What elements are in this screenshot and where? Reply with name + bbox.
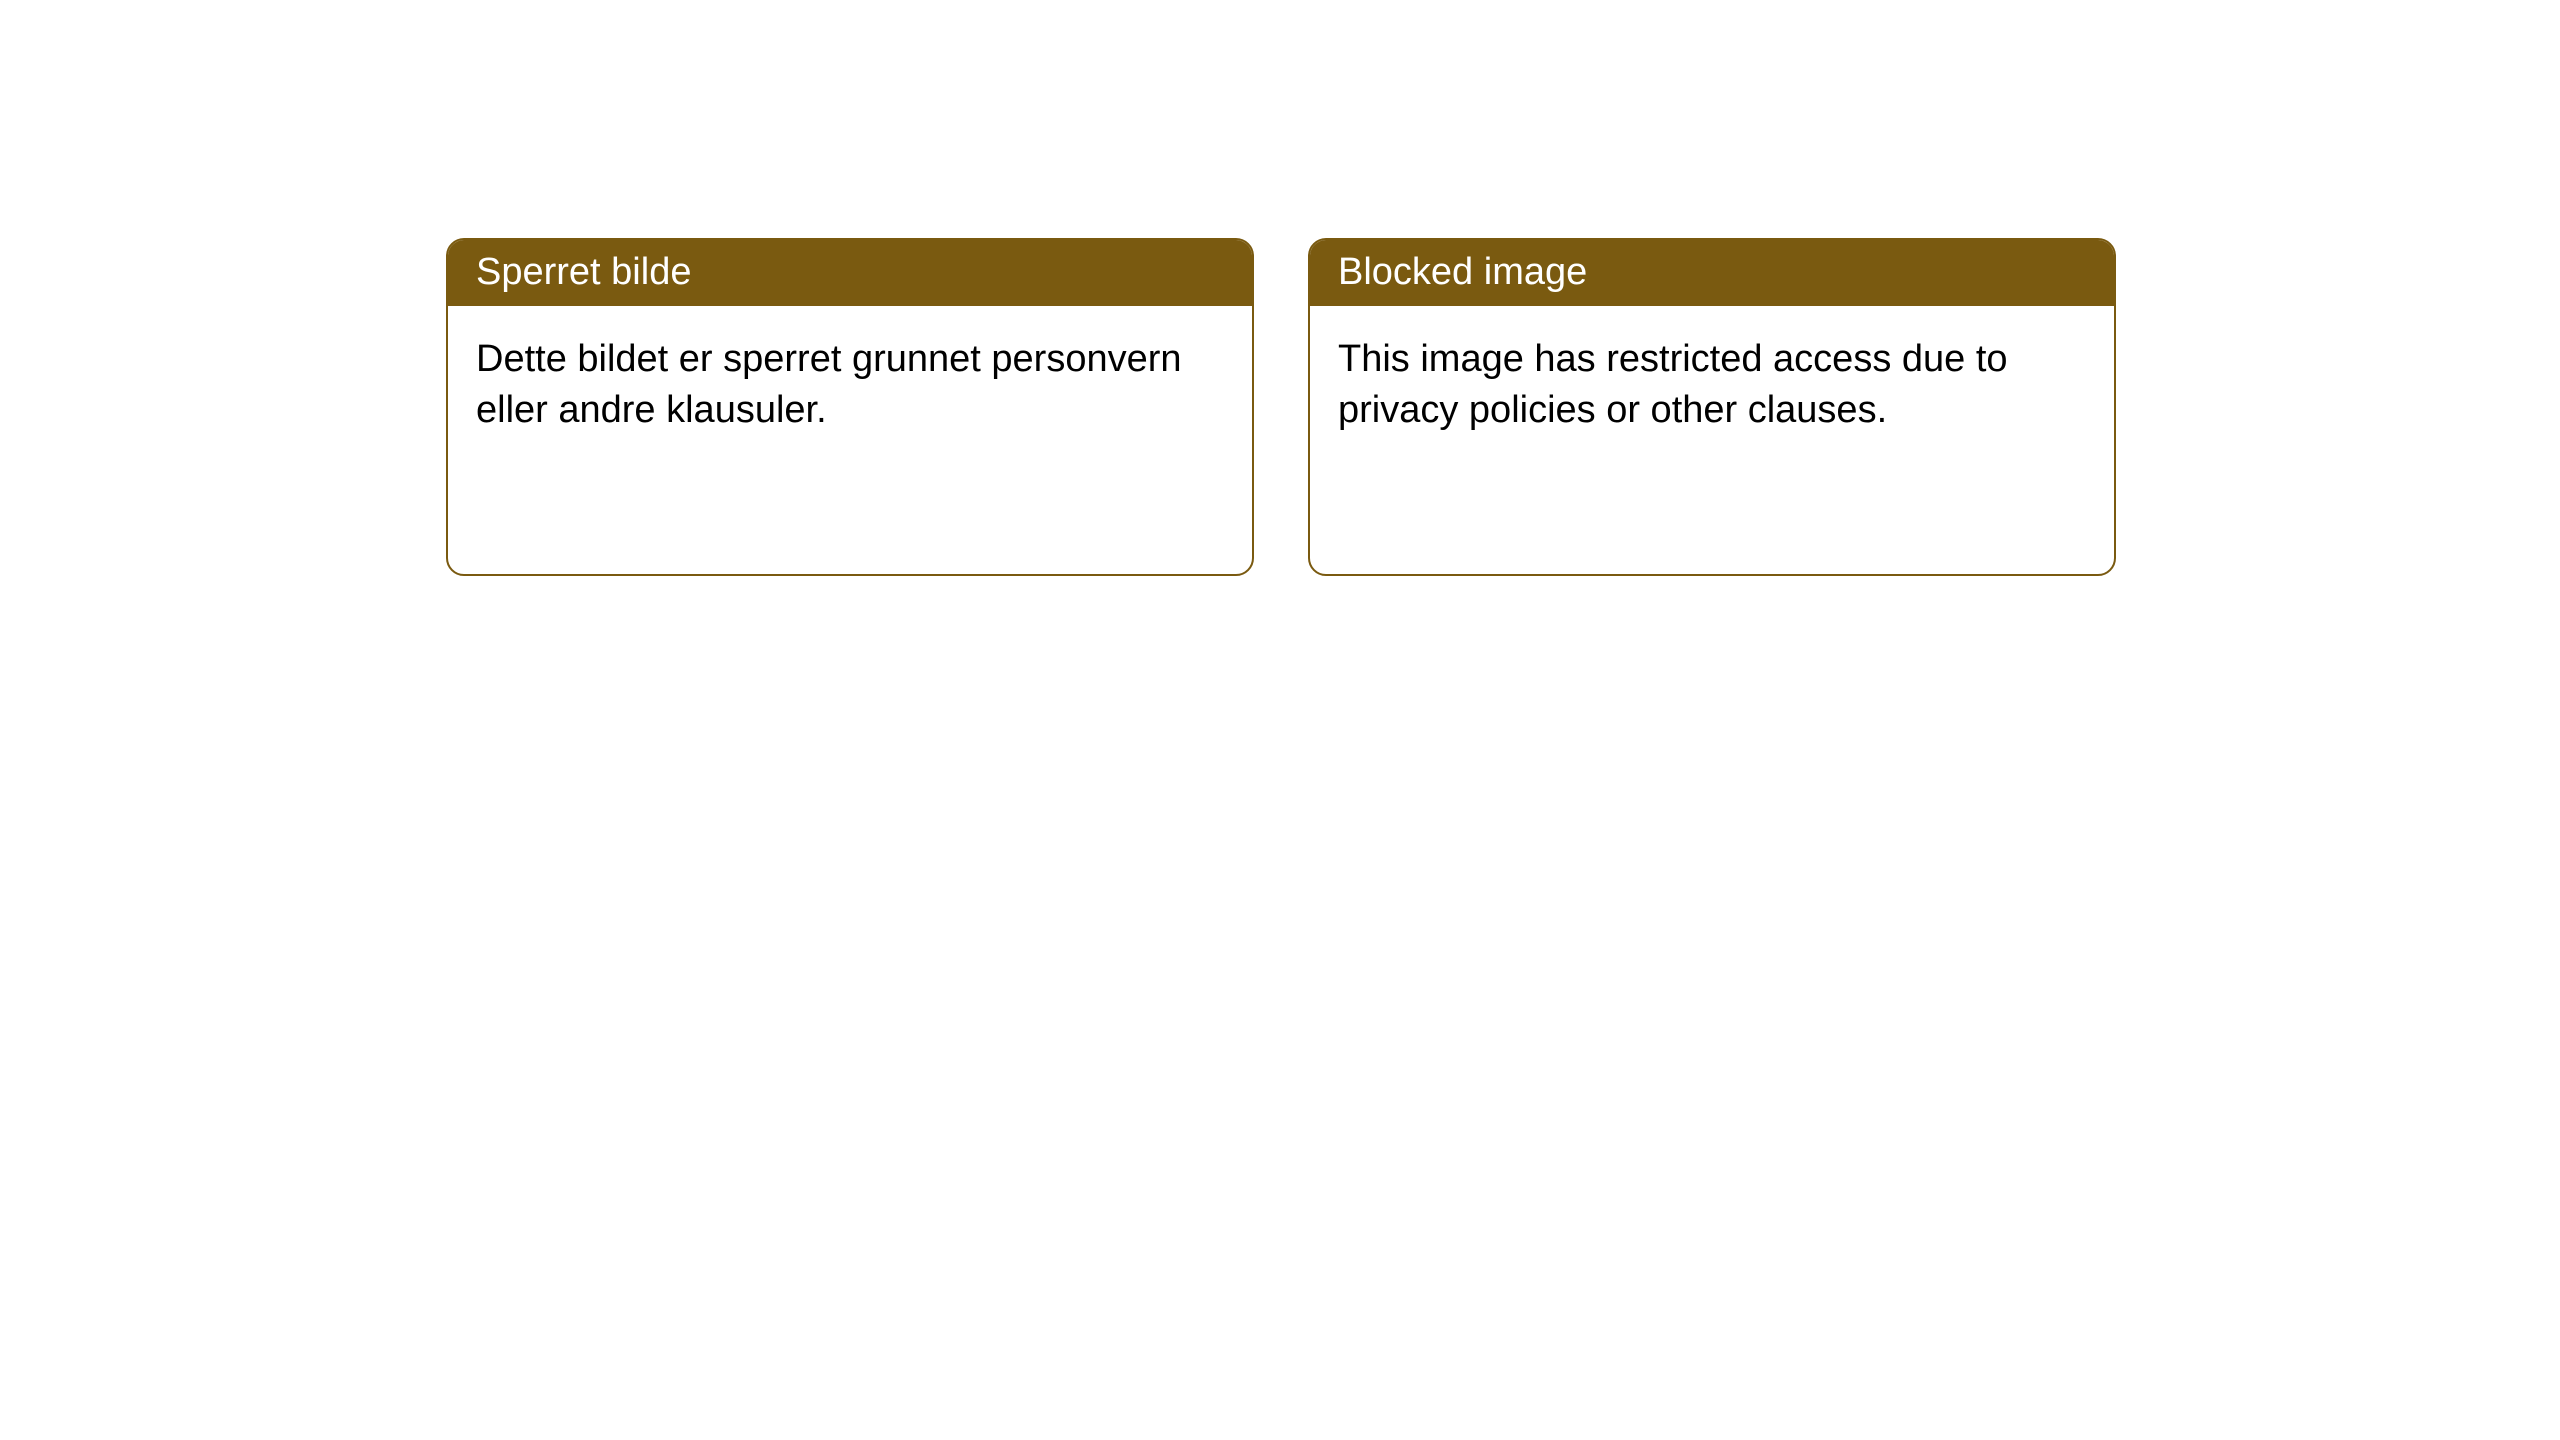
card-title-norwegian: Sperret bilde <box>476 251 691 293</box>
card-body-norwegian: Dette bildet er sperret grunnet personve… <box>448 306 1252 465</box>
card-header-norwegian: Sperret bilde <box>448 240 1252 306</box>
card-body-english: This image has restricted access due to … <box>1310 306 2114 465</box>
notice-card-norwegian: Sperret bilde Dette bildet er sperret gr… <box>446 238 1254 576</box>
notice-card-english: Blocked image This image has restricted … <box>1308 238 2116 576</box>
card-text-norwegian: Dette bildet er sperret grunnet personve… <box>476 338 1182 431</box>
card-text-english: This image has restricted access due to … <box>1338 338 2008 431</box>
card-title-english: Blocked image <box>1338 251 1587 293</box>
card-header-english: Blocked image <box>1310 240 2114 306</box>
notice-cards-container: Sperret bilde Dette bildet er sperret gr… <box>446 238 2560 576</box>
